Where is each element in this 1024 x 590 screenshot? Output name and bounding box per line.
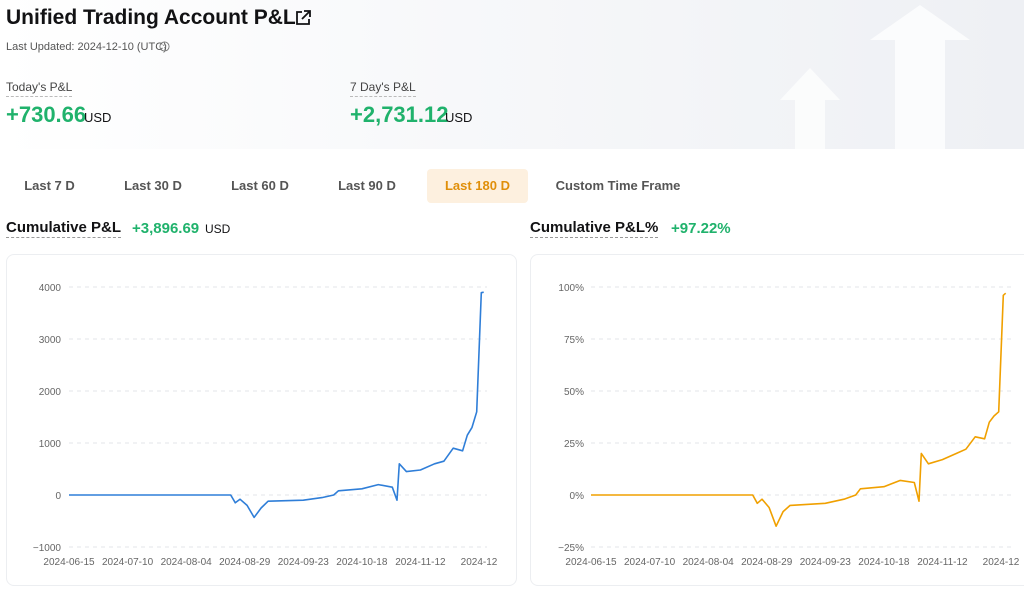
tab-last-30d[interactable]: Last 30 D bbox=[124, 178, 182, 193]
tab-last-90d[interactable]: Last 90 D bbox=[338, 178, 396, 193]
cumulative-pnl-unit: USD bbox=[205, 222, 231, 236]
cumulative-pnl-chart-card: 4000 3000 2000 1000 0 −1000 2024-06-15 2024-07-… bbox=[6, 254, 517, 586]
y-tick-label: 50% bbox=[564, 387, 584, 398]
cumulative-pnl-chart: 4000 3000 2000 1000 0 −1000 2024-06-15 2024-07-… bbox=[33, 283, 498, 568]
y-tick-label: 2000 bbox=[39, 387, 62, 398]
cumulative-pnl-pct-value: +97.22% bbox=[671, 220, 731, 237]
cumulative-pnl-pct-chart-card: 100% 75% 50% 25% 0% −25% 2024-06-15 2024-07-10 2… bbox=[530, 254, 1024, 586]
x-tick-label: 2024-12 bbox=[983, 557, 1020, 568]
page-title: Unified Trading Account P&L bbox=[6, 6, 296, 29]
last-updated: Last Updated: 2024-12-10 (UTC) bbox=[6, 41, 167, 53]
x-tick-label: 2024-10-18 bbox=[858, 557, 910, 568]
y-tick-label: 100% bbox=[558, 283, 584, 294]
x-tick-label: 2024-11-12 bbox=[395, 557, 446, 568]
external-link-icon[interactable] bbox=[295, 10, 311, 26]
todays-pnl-label: Today's P&L bbox=[6, 80, 73, 97]
x-tick-label: 2024-09-23 bbox=[278, 557, 330, 568]
y-tick-label: 25% bbox=[564, 439, 584, 450]
x-tick-label: 2024-10-18 bbox=[336, 557, 388, 568]
y-tick-label: 0% bbox=[570, 491, 585, 502]
tab-custom-time-frame[interactable]: Custom Time Frame bbox=[555, 178, 681, 193]
week-pnl-unit: USD bbox=[445, 110, 473, 125]
x-tick-label: 2024-07-10 bbox=[102, 557, 154, 568]
cumulative-pnl-pct-chart: 100% 75% 50% 25% 0% −25% 2024-06-15 2024-07-10 2… bbox=[558, 283, 1020, 568]
series-line bbox=[69, 291, 484, 519]
week-pnl-value: +2,731.12 bbox=[350, 102, 449, 127]
x-tick-label: 2024-07-10 bbox=[624, 557, 676, 568]
tab-last-60d[interactable]: Last 60 D bbox=[231, 178, 289, 193]
x-tick-label: 2024-08-29 bbox=[741, 557, 793, 568]
x-tick-label: 2024-08-04 bbox=[161, 557, 213, 568]
cumulative-pnl-value: +3,896.69 bbox=[132, 220, 200, 237]
tab-last-7d[interactable]: Last 7 D bbox=[24, 178, 75, 193]
svg-text:?: ? bbox=[162, 42, 166, 51]
x-tick-label: 2024-09-23 bbox=[800, 557, 852, 568]
account-header: Unified Trading Account P&L Last Updated… bbox=[0, 0, 1024, 149]
cumulative-pnl-title: Cumulative P&L bbox=[6, 219, 122, 238]
week-pnl-label: 7 Day's P&L bbox=[350, 80, 416, 97]
y-tick-label: −25% bbox=[558, 543, 584, 554]
y-tick-label: 3000 bbox=[39, 335, 62, 346]
y-tick-label: −1000 bbox=[33, 543, 62, 554]
y-tick-label: 75% bbox=[564, 335, 584, 346]
todays-pnl-value: +730.66 bbox=[6, 102, 87, 127]
question-circle-icon[interactable]: ? bbox=[159, 41, 170, 52]
x-tick-label: 2024-11-12 bbox=[917, 557, 968, 568]
y-tick-label: 4000 bbox=[39, 283, 62, 294]
series-line bbox=[591, 292, 1007, 528]
y-tick-label: 0 bbox=[55, 491, 61, 502]
x-tick-label: 2024-06-15 bbox=[565, 557, 617, 568]
tab-last-180d[interactable]: Last 180 D bbox=[427, 169, 528, 203]
todays-pnl-unit: USD bbox=[84, 110, 112, 125]
x-tick-label: 2024-08-04 bbox=[683, 557, 735, 568]
x-tick-label: 2024-12 bbox=[461, 557, 498, 568]
decorative-arrows-icon bbox=[780, 5, 970, 149]
cumulative-pnl-pct-title: Cumulative P&L% bbox=[530, 219, 659, 238]
x-tick-label: 2024-06-15 bbox=[43, 557, 95, 568]
x-tick-label: 2024-08-29 bbox=[219, 557, 271, 568]
y-tick-label: 1000 bbox=[39, 439, 62, 450]
